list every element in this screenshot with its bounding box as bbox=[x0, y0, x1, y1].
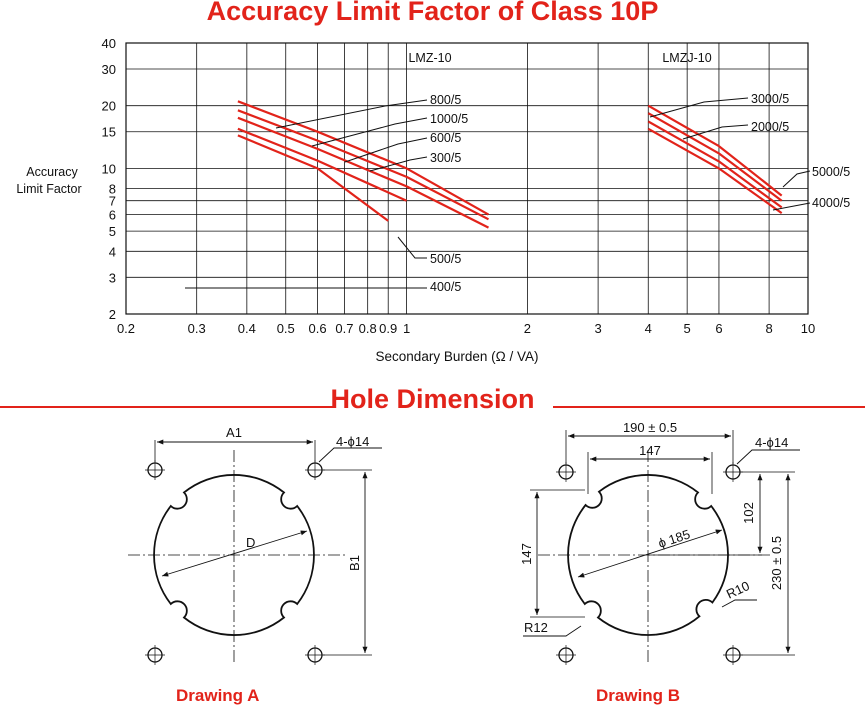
annotation-leader bbox=[649, 97, 749, 118]
annotation-leader bbox=[275, 99, 428, 129]
holes-label: 4-ϕ14 bbox=[755, 435, 788, 450]
annotation-label: 4000/5 bbox=[812, 196, 850, 210]
y-tick-label: 40 bbox=[102, 36, 116, 51]
dim-147-top-label: 147 bbox=[639, 443, 661, 458]
dim-230-label: 230 ± 0.5 bbox=[769, 536, 784, 590]
annotation-label: 800/5 bbox=[430, 93, 461, 107]
section-divider-left bbox=[0, 406, 335, 408]
y-tick-label: 3 bbox=[109, 270, 116, 285]
chart-plot: 0.2 0.3 0.4 0.5 0.6 0.7 0.8 0.9 1 2 3 4 5 6 8 102345678… bbox=[16, 36, 850, 364]
dim-185-label: ϕ 185 bbox=[656, 527, 692, 551]
y-tick-label: 20 bbox=[102, 99, 116, 114]
annotation-leader bbox=[772, 202, 811, 211]
annotation-label: 600/5 bbox=[430, 131, 461, 145]
drawing-a-caption: Drawing A bbox=[176, 686, 260, 705]
x-tick-label: 5 bbox=[684, 321, 691, 336]
r10-label: R10 bbox=[724, 578, 752, 602]
annotation-leader bbox=[682, 124, 749, 140]
annotation-leader bbox=[369, 156, 428, 172]
annotation-leader bbox=[344, 137, 428, 163]
y-tick-label: 8 bbox=[109, 182, 116, 197]
x-tick-label: 0.7 bbox=[335, 321, 353, 336]
chart-title: Accuracy Limit Factor of Class 10P bbox=[206, 0, 659, 26]
x-tick-label: 4 bbox=[645, 321, 652, 336]
dim-d-label: D bbox=[246, 535, 255, 550]
x-tick-label: 0.8 bbox=[359, 321, 377, 336]
panel-cutout-outline bbox=[153, 474, 315, 636]
annotation-label: 3000/5 bbox=[751, 92, 789, 106]
hole-leader bbox=[318, 447, 382, 463]
panel-cutout-outline bbox=[567, 474, 729, 636]
y-axis-label: Limit Factor bbox=[16, 182, 81, 196]
dim-a1-label: A1 bbox=[226, 425, 242, 440]
x-tick-label: 3 bbox=[594, 321, 601, 336]
section-title: Hole Dimension bbox=[330, 384, 535, 414]
x-tick-label: 0.9 bbox=[379, 321, 397, 336]
drawing-b bbox=[523, 430, 800, 665]
drawing-a bbox=[128, 439, 382, 665]
annotation-leader bbox=[782, 170, 811, 188]
series-line bbox=[237, 127, 408, 202]
r10-leader bbox=[721, 599, 757, 608]
y-tick-label: 30 bbox=[102, 62, 116, 77]
annotation-label: 2000/5 bbox=[751, 120, 789, 134]
x-tick-label: 8 bbox=[765, 321, 772, 336]
holes-label: 4-ϕ14 bbox=[336, 434, 369, 449]
series-line bbox=[647, 104, 783, 197]
y-axis-label: Accuracy bbox=[26, 165, 78, 179]
dim-190-label: 190 ± 0.5 bbox=[623, 420, 677, 435]
dimension-185 bbox=[577, 529, 723, 578]
dimension-d bbox=[161, 530, 308, 577]
x-tick-label: 0.6 bbox=[308, 321, 326, 336]
series-line bbox=[647, 127, 783, 214]
annotation-label: 300/5 bbox=[430, 151, 461, 165]
x-tick-label: 2 bbox=[524, 321, 531, 336]
y-tick-label: 4 bbox=[109, 244, 116, 259]
series-line bbox=[647, 120, 783, 209]
r12-leader bbox=[523, 625, 582, 637]
y-tick-label: 5 bbox=[109, 224, 116, 239]
panel-label: LMZJ-10 bbox=[662, 51, 711, 65]
series-line bbox=[237, 109, 490, 221]
y-tick-label: 2 bbox=[109, 307, 116, 322]
annotation-label: 400/5 bbox=[430, 280, 461, 294]
y-tick-label: 7 bbox=[109, 194, 116, 209]
section-divider-right bbox=[553, 406, 865, 408]
y-tick-label: 15 bbox=[102, 125, 116, 140]
dim-b1-label: B1 bbox=[347, 555, 362, 571]
drawing-b-caption: Drawing B bbox=[596, 686, 681, 705]
series-line bbox=[237, 116, 489, 229]
x-axis-label: Secondary Burden (Ω / VA) bbox=[376, 349, 539, 364]
annotation-leader bbox=[311, 117, 428, 147]
annotation-label: 5000/5 bbox=[812, 165, 850, 179]
annotation-label: 1000/5 bbox=[430, 112, 468, 126]
x-tick-label: 0.5 bbox=[277, 321, 295, 336]
x-tick-label: 0.2 bbox=[117, 321, 135, 336]
x-tick-label: 6 bbox=[715, 321, 722, 336]
x-tick-label: 10 bbox=[801, 321, 815, 336]
y-tick-label: 6 bbox=[109, 208, 116, 223]
series-line bbox=[237, 100, 490, 216]
dim-147-left-label: 147 bbox=[519, 543, 534, 565]
x-tick-label: 0.3 bbox=[188, 321, 206, 336]
panel-label: LMZ-10 bbox=[408, 51, 451, 65]
dim-102-label: 102 bbox=[741, 502, 756, 524]
annotation-label: 500/5 bbox=[430, 252, 461, 266]
x-tick-label: 0.4 bbox=[238, 321, 256, 336]
x-tick-label: 1 bbox=[403, 321, 410, 336]
annotation-leader bbox=[397, 236, 427, 259]
r12-label: R12 bbox=[524, 620, 548, 635]
series-line bbox=[237, 134, 389, 222]
hole-leader bbox=[736, 449, 800, 465]
y-tick-label: 10 bbox=[102, 161, 116, 176]
series-line bbox=[647, 112, 783, 202]
